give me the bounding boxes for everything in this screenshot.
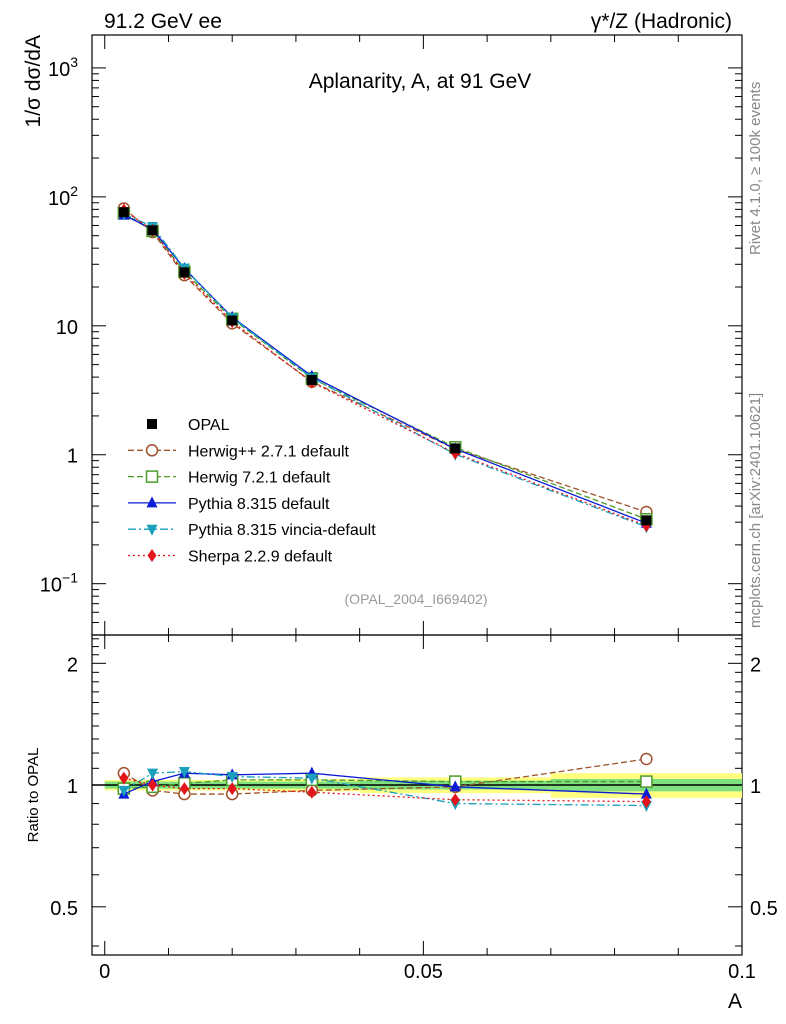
marker-triangle-up — [449, 780, 461, 792]
legend-label: Herwig 7.2.1 default — [188, 470, 331, 487]
marker-open-circle — [145, 444, 159, 457]
marker-diamond — [147, 549, 157, 562]
main-frame — [91, 34, 743, 636]
marker-diamond — [450, 793, 460, 807]
marker-triangle-down — [178, 767, 190, 779]
data-point — [227, 315, 238, 326]
legend-label: OPAL — [188, 417, 230, 434]
y-tick-label: 102 — [48, 183, 78, 210]
y-tick-label: 1 — [67, 446, 78, 468]
marker-open-square — [640, 775, 653, 788]
legend-marker-opal — [147, 419, 157, 429]
marker-triangle-down — [146, 524, 158, 536]
data-point — [450, 443, 461, 454]
marker-diamond — [307, 785, 317, 799]
legend: OPAL Herwig++ 2.7.1 default Herwig 7.2.1 d… — [128, 417, 376, 566]
legend-label: Sherpa 2.2.9 default — [188, 549, 333, 566]
y-tick-label: 10 — [56, 317, 78, 339]
marker-triangle-up — [146, 496, 158, 508]
ratio-tick-label-right: 1 — [750, 776, 761, 798]
chart-title: Aplanarity, A, at 91 GeV — [309, 70, 532, 93]
series-line — [123, 207, 647, 513]
y-tick-label: 103 — [48, 54, 78, 81]
y-tick-base: 10 — [48, 188, 70, 210]
marker-triangle-down — [226, 771, 238, 783]
header-right-label: γ*/Z (Hadronic) — [591, 10, 732, 33]
legend-label: Herwig++ 2.7.1 default — [188, 443, 350, 460]
y-tick-exponent: −1 — [62, 570, 78, 586]
y-tick-base: 10 — [40, 575, 62, 597]
marker-triangle-down — [118, 785, 130, 797]
ratio-tick-label: 1 — [67, 776, 78, 798]
y-axis-label: 1/σ dσ/dA — [22, 35, 45, 127]
x-tick-label: 0 — [99, 961, 110, 983]
legend-label: Pythia 8.315 default — [188, 496, 330, 513]
mcplots-label: mcplots.cern.ch [arXiv:2401.10621] — [747, 393, 764, 628]
y-tick-base: 10 — [48, 59, 70, 81]
ratio-tick-label: 0.5 — [50, 898, 78, 920]
legend-label: Pythia 8.315 vincia-default — [188, 522, 376, 539]
ratio-y-axis-label: Ratio to OPAL — [25, 748, 42, 843]
data-point — [179, 267, 190, 278]
data-point — [147, 225, 158, 236]
marker-diamond — [119, 771, 129, 785]
marker-diamond — [148, 778, 158, 792]
watermark: (OPAL_2004_I669402) — [345, 591, 488, 607]
series-opal — [118, 207, 652, 526]
data-point — [118, 207, 129, 218]
ratio-tick-label: 2 — [67, 654, 78, 676]
data-point — [306, 374, 317, 385]
rivet-label: Rivet 4.1.0, ≥ 100k events — [747, 82, 764, 255]
marker-triangle-down — [306, 773, 318, 785]
header-left-label: 91.2 GeV ee — [104, 10, 222, 33]
marker-diamond — [641, 795, 651, 809]
marker-triangle-down — [147, 768, 159, 780]
marker-diamond — [179, 782, 189, 796]
x-tick-label: 0.1 — [728, 961, 756, 983]
marker-open-square — [145, 470, 159, 483]
y-tick-label: 10−1 — [40, 570, 78, 597]
series-layer — [117, 202, 653, 813]
data-point — [641, 515, 652, 526]
y-tick-exponent: 2 — [70, 183, 78, 199]
x-axis-label: A — [728, 990, 742, 1013]
ratio-tick-label-right: 0.5 — [750, 898, 778, 920]
marker-diamond — [227, 782, 237, 796]
ratio-tick-label-right: 2 — [750, 654, 761, 676]
x-tick-label: 0.05 — [404, 961, 443, 983]
marker-triangle-up — [640, 787, 652, 799]
y-tick-exponent: 3 — [70, 54, 78, 70]
marker-open-circle — [640, 752, 653, 766]
